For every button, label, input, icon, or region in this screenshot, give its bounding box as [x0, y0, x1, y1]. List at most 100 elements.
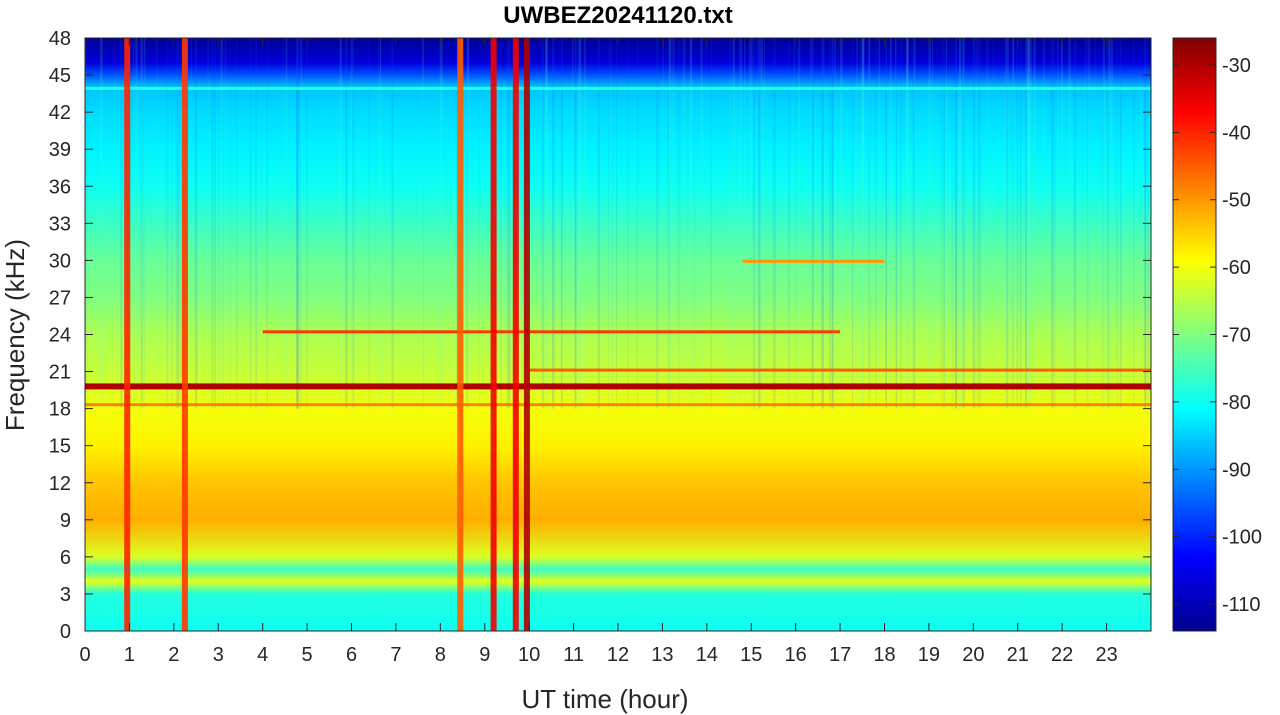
texture-streak — [211, 38, 212, 409]
x-tick-label: 22 — [1051, 644, 1073, 666]
y-tick-label: 45 — [49, 65, 71, 87]
transmitter-line — [85, 86, 1151, 90]
texture-streak — [730, 38, 731, 409]
transmitter-line — [85, 578, 1151, 582]
texture-streak — [932, 38, 933, 409]
texture-streak — [250, 38, 252, 409]
x-tick-label: 23 — [1095, 644, 1117, 666]
texture-streak — [1069, 38, 1071, 409]
texture-streak — [977, 38, 979, 409]
texture-streak — [627, 38, 629, 409]
y-tick-label: 6 — [60, 547, 71, 569]
texture-streak — [575, 38, 577, 409]
texture-streak — [300, 38, 302, 409]
texture-streak — [1027, 38, 1031, 409]
texture-streak — [662, 38, 664, 409]
texture-streak — [656, 38, 659, 409]
texture-streak — [833, 38, 836, 409]
texture-streak — [831, 38, 834, 409]
x-tick-label: 19 — [918, 644, 940, 666]
persistent-lines — [85, 86, 1151, 582]
texture-streak — [218, 38, 220, 409]
texture-streak — [467, 38, 470, 409]
texture-streak — [191, 38, 193, 409]
texture-streak — [179, 38, 181, 409]
texture-streak — [143, 38, 145, 409]
x-tick-label: 13 — [651, 644, 673, 666]
burst-column — [181, 38, 188, 631]
texture-streak — [506, 38, 508, 409]
texture-streak — [682, 38, 684, 409]
texture-streak — [912, 38, 915, 409]
texture-streak — [752, 38, 756, 409]
texture-streak — [962, 38, 965, 409]
colorbar-tick-label: -50 — [1222, 190, 1251, 212]
x-tick-label: 18 — [873, 644, 895, 666]
texture-streak — [810, 38, 812, 409]
texture-streak — [759, 38, 762, 409]
texture-streak — [1043, 38, 1045, 409]
burst-column — [523, 38, 530, 631]
y-tick-label: 33 — [49, 213, 71, 235]
texture-streak — [945, 38, 947, 409]
burst-column — [512, 38, 519, 631]
texture-streak — [282, 38, 284, 409]
x-tick-label: 1 — [124, 644, 135, 666]
y-axis-label: Frequency (kHz) — [0, 239, 30, 431]
y-tick-label: 39 — [49, 139, 71, 161]
x-tick-label: 2 — [168, 644, 179, 666]
texture-streak — [1119, 38, 1122, 409]
colorbar-tick-label: -60 — [1222, 257, 1251, 279]
y-tick-label: 36 — [49, 176, 71, 198]
texture-streak — [120, 38, 123, 409]
texture-streak — [823, 38, 825, 409]
texture-streak — [166, 38, 168, 409]
x-tick-label: 7 — [390, 644, 401, 666]
y-tick-label: 9 — [60, 510, 71, 532]
x-tick-label: 20 — [962, 644, 984, 666]
texture-streak — [1068, 38, 1070, 409]
y-tick-label: 48 — [49, 28, 71, 50]
transmitter-line — [529, 368, 1151, 372]
x-tick-label: 21 — [1007, 644, 1029, 666]
texture-streak — [215, 38, 216, 409]
texture-streak — [789, 38, 791, 409]
texture-streak — [1103, 38, 1105, 409]
texture-streak — [832, 38, 834, 409]
texture-streak — [1108, 38, 1111, 409]
y-tick-label: 15 — [49, 436, 71, 458]
texture-streak — [689, 38, 692, 409]
texture-streak — [690, 38, 693, 409]
texture-streak — [305, 38, 308, 409]
texture-streak — [772, 38, 775, 409]
texture-streak — [579, 38, 582, 409]
texture-streak — [1033, 38, 1036, 409]
texture-streak — [378, 38, 380, 409]
texture-streak — [749, 38, 750, 409]
colorbar-tick-label: -110 — [1222, 594, 1261, 616]
texture-streak — [456, 38, 458, 409]
texture-streak — [993, 38, 994, 409]
texture-streak — [875, 38, 878, 409]
texture-streak — [156, 38, 158, 409]
texture-streak — [1025, 38, 1027, 409]
x-tick-label: 4 — [257, 644, 268, 666]
texture-streak — [962, 38, 965, 409]
y-tick-label: 42 — [49, 102, 71, 124]
texture-streak — [636, 38, 639, 409]
texture-streak — [683, 38, 686, 409]
texture-streak — [672, 38, 675, 409]
texture-streak — [296, 38, 300, 409]
x-axis-label: UT time (hour) — [521, 684, 688, 714]
texture-streak — [500, 38, 502, 409]
x-tick-label: 11 — [563, 644, 584, 666]
texture-streak — [235, 38, 238, 409]
texture-streak — [439, 38, 442, 409]
texture-streak — [583, 38, 586, 409]
texture-streak — [788, 38, 789, 409]
texture-streak — [896, 38, 897, 409]
texture-streak — [301, 38, 303, 409]
texture-streak — [207, 38, 210, 409]
texture-streak — [667, 38, 670, 409]
